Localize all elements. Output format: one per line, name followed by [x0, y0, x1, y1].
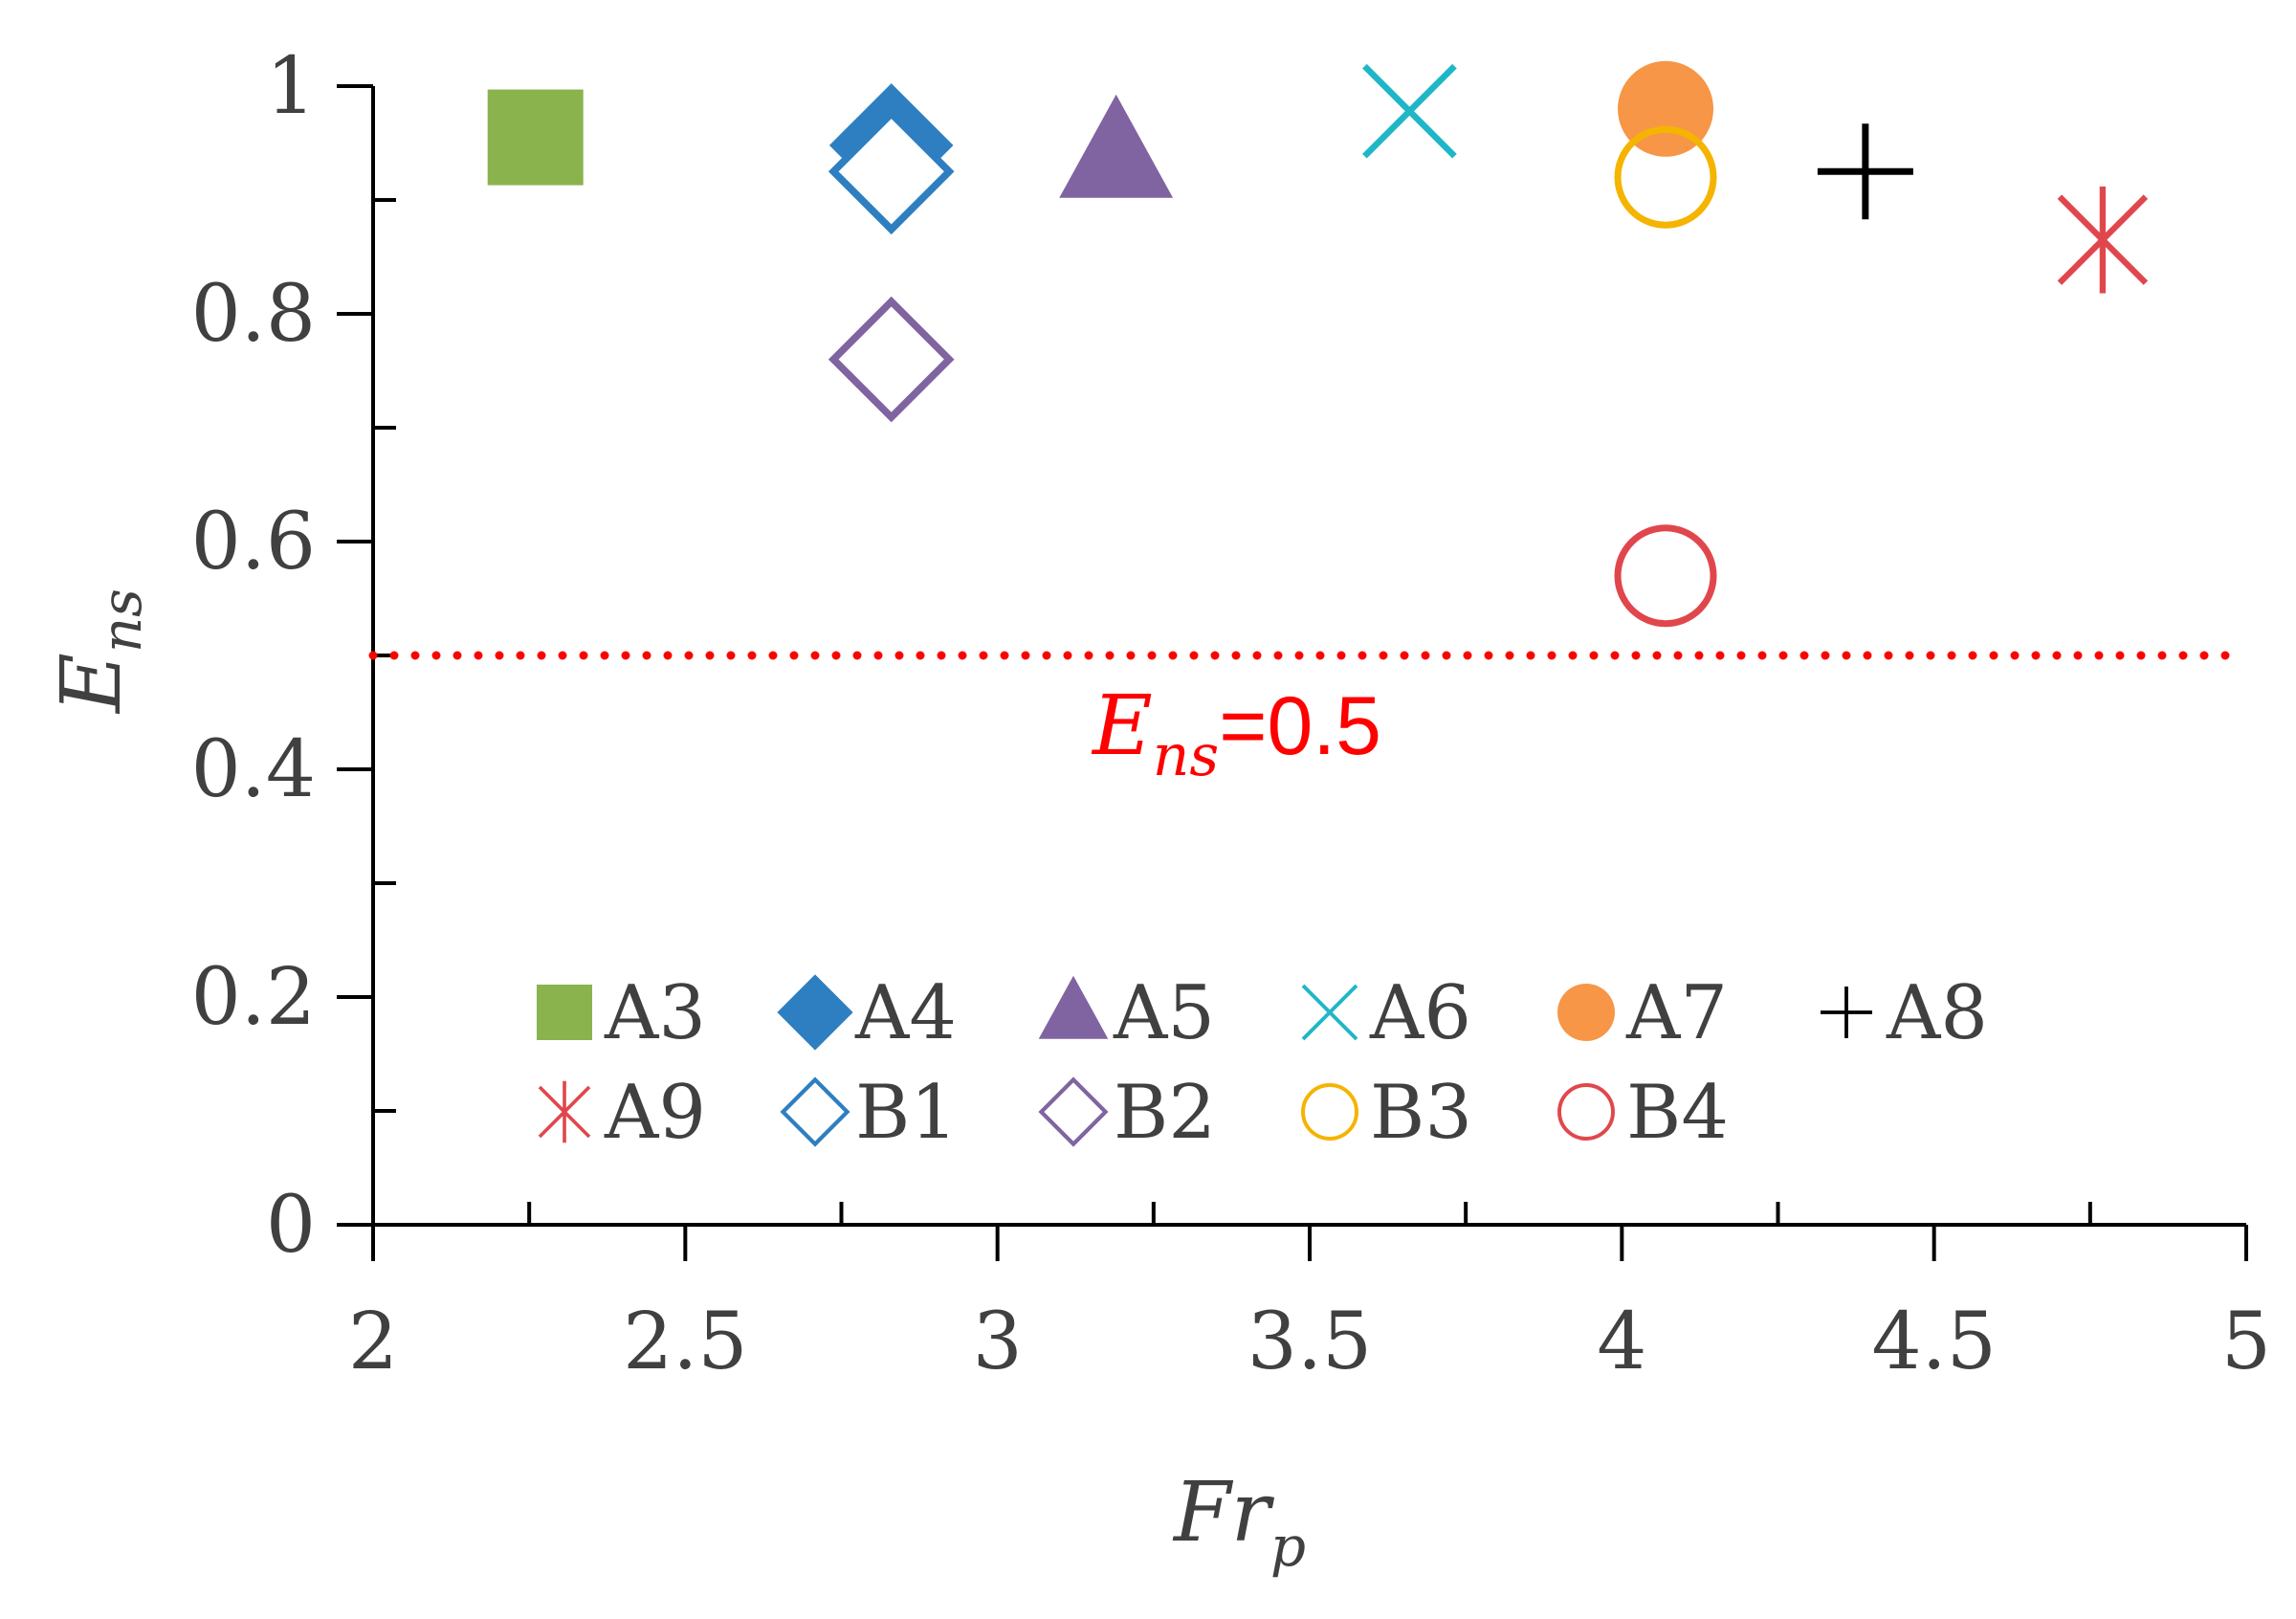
diamond-marker — [828, 296, 955, 423]
data-point-b4 — [1614, 524, 1717, 628]
x-tick-label: 2.5 — [623, 1297, 747, 1387]
diamond-marker — [1038, 1076, 1109, 1147]
legend-item-b2: B2 — [1038, 1070, 1216, 1156]
y-axis-title-sub: ns — [89, 588, 154, 653]
circle-marker — [1557, 984, 1615, 1041]
x-tick-label: 3.5 — [1247, 1297, 1372, 1387]
reference-line-label: Ens=0.5 — [1091, 678, 1381, 789]
legend-label: A3 — [604, 970, 706, 1056]
legend-label: A7 — [1625, 970, 1728, 1056]
data-point-b3 — [1614, 125, 1717, 229]
diamond-marker — [780, 1076, 850, 1147]
x-axis-title-sub: p — [1270, 1514, 1306, 1579]
data-points — [487, 60, 2149, 628]
x-axis-title-main: Fr — [1172, 1465, 1275, 1561]
legend-item-a3: A3 — [537, 970, 706, 1056]
data-point-a6 — [1362, 63, 1457, 159]
reference-line-label-sub: ns — [1153, 722, 1219, 789]
x-marker-stroke — [1301, 984, 1358, 1041]
legend-label: A6 — [1369, 970, 1471, 1056]
legend-label: B3 — [1370, 1070, 1472, 1156]
circle-marker — [1614, 125, 1717, 229]
circle-marker — [1301, 1083, 1358, 1141]
circle-marker — [1614, 524, 1717, 628]
x-tick-label: 5 — [2221, 1297, 2271, 1387]
x-tick-label: 4.5 — [1871, 1297, 1996, 1387]
x-axis-title: Frp — [1172, 1465, 1306, 1579]
legend-item-b4: B4 — [1557, 1070, 1729, 1156]
legend-marker-a9 — [538, 1080, 591, 1143]
x-tick-label: 3 — [973, 1297, 1023, 1387]
data-point-a8 — [1817, 123, 1913, 220]
triangle-marker — [1038, 975, 1109, 1039]
legend-marker-a4 — [777, 974, 853, 1051]
square-marker — [487, 89, 584, 186]
x-marker-stroke — [1362, 63, 1457, 159]
legend-marker-a5 — [1038, 975, 1109, 1039]
circle-marker — [1557, 1083, 1615, 1141]
legend-marker-b2 — [1038, 1076, 1109, 1147]
legend-marker-b1 — [780, 1076, 850, 1147]
legend-label: A9 — [604, 1070, 706, 1156]
legend: A3 A4 A5 A6 A7 A8 A9 B1 B2 B3 B4 — [537, 970, 1988, 1156]
legend-label: B4 — [1626, 1070, 1729, 1156]
legend-item-a6: A6 — [1301, 970, 1471, 1056]
legend-item-a9: A9 — [538, 1070, 706, 1156]
y-tick-label: 0.2 — [191, 952, 316, 1043]
legend-marker-b4 — [1557, 1083, 1615, 1141]
legend-label: A8 — [1886, 970, 1988, 1056]
legend-item-b3: B3 — [1301, 1070, 1472, 1156]
y-axis-title: Ens — [44, 588, 154, 715]
legend-marker-a6 — [1301, 984, 1358, 1041]
legend-label: A5 — [1113, 970, 1215, 1056]
legend-item-b1: B1 — [780, 1070, 958, 1156]
y-tick-label: 0.8 — [191, 269, 316, 360]
data-point-a5 — [1059, 94, 1174, 198]
data-point-b2 — [828, 296, 955, 423]
data-point-a3 — [487, 89, 584, 186]
legend-marker-a7 — [1557, 984, 1615, 1041]
legend-marker-b3 — [1301, 1083, 1358, 1141]
y-axis-title-main: E — [44, 653, 140, 715]
legend-label: A4 — [854, 970, 957, 1056]
legend-item-a5: A5 — [1038, 970, 1215, 1056]
diamond-marker — [828, 108, 955, 235]
legend-marker-a3 — [537, 985, 592, 1040]
x-tick-label: 4 — [1597, 1297, 1646, 1387]
axis-titles: Frp Ens — [44, 588, 1306, 1579]
axes: 2 2.5 3 3.5 4 4.5 5 0 0.2 0.4 0.6 0.8 1 — [191, 41, 2272, 1387]
data-point-b1 — [828, 108, 955, 235]
diamond-marker — [777, 974, 853, 1051]
y-tick-label: 0 — [266, 1180, 316, 1271]
y-tick-label: 0.6 — [191, 497, 316, 588]
reference-line-label-main: E — [1091, 678, 1153, 774]
legend-item-a4: A4 — [777, 970, 957, 1056]
legend-label: B2 — [1114, 1070, 1216, 1156]
x-tick-label: 2 — [348, 1297, 398, 1387]
y-tick-label: 1 — [266, 41, 316, 132]
reference-line-group: Ens=0.5 — [368, 651, 2241, 789]
square-marker — [537, 985, 592, 1040]
data-point-a9 — [2057, 186, 2149, 294]
legend-item-a8: A8 — [1821, 970, 1988, 1056]
legend-item-a7: A7 — [1557, 970, 1728, 1056]
legend-marker-a8 — [1821, 987, 1872, 1038]
y-tick-label: 0.4 — [191, 724, 316, 815]
reference-line-label-value: =0.5 — [1219, 680, 1381, 772]
legend-label: B1 — [855, 1070, 958, 1156]
triangle-marker — [1059, 94, 1174, 198]
